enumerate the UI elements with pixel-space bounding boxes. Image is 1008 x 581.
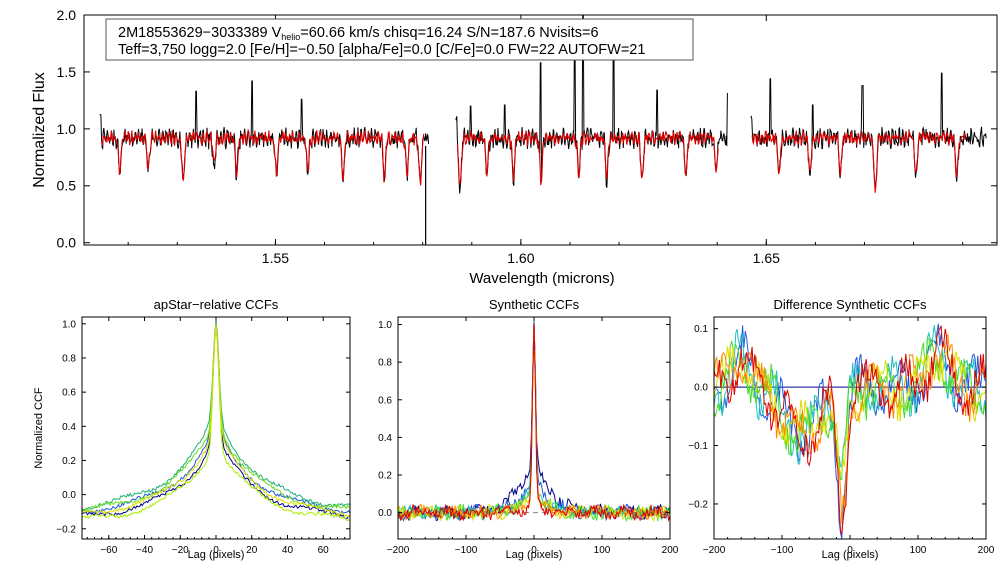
- spectrum-x-tick-label: 1.65: [753, 250, 780, 266]
- apstar-ccf-y-tick-label: 0.2: [62, 456, 76, 467]
- synthetic-ccf-title: Synthetic CCFs: [489, 297, 580, 312]
- difference-ccf-series-5: [713, 333, 987, 524]
- spectrum-y-tick-label: 1.0: [57, 121, 77, 137]
- annotation-line-2: Teff=3,750 logg=2.0 [Fe/H]=−0.50 [alpha/…: [118, 42, 645, 58]
- apstar-ccf-title: apStar−relative CCFs: [154, 297, 279, 312]
- difference-ccf-title: Difference Synthetic CCFs: [774, 297, 927, 312]
- synthetic-ccf-x-tick-label: 0: [531, 545, 537, 556]
- apstar-ccf-x-tick-label: −60: [100, 545, 117, 556]
- model-spectrum-segment-2: [456, 129, 719, 186]
- annotation-stats: =60.66 km/s chisq=16.24 S/N=187.6 Nvisit…: [300, 25, 598, 41]
- difference-ccf-y-tick-label: 0.1: [694, 324, 708, 335]
- synthetic-ccf-series-1: [397, 321, 671, 522]
- synthetic-ccf-y-tick-label: 0.8: [378, 358, 392, 369]
- synthetic-ccf-y-tick-label: 0.4: [378, 433, 392, 444]
- difference-ccf-y-tick-label: −0.1: [688, 441, 708, 452]
- synthetic-ccf-panel: −200 −100 0 100 200 0.0 0.2 0.4 0.6 0.8 1.0 Synthe…: [378, 297, 679, 561]
- difference-ccf-series-4: [713, 346, 987, 476]
- observed-spectrum-segment-3: [750, 72, 987, 190]
- apstar-ccf-y-tick-label: −0.2: [56, 524, 76, 535]
- synthetic-ccf-x-tick-label: 200: [662, 545, 679, 556]
- difference-ccf-x-tick-label: −200: [703, 545, 726, 556]
- apstar-ccf-lines: [81, 321, 351, 522]
- apstar-ccf-y-tick-label: 0.4: [62, 422, 76, 433]
- apstar-ccf-series-3: [81, 322, 351, 511]
- difference-ccf-panel: −200 −100 0 100 200 −0.2 −0.1 0.0 0.1 Difference…: [688, 297, 995, 561]
- spectrum-y-tick-label: 1.5: [57, 64, 77, 80]
- apstar-ccf-series-5: [81, 326, 351, 522]
- difference-ccf-y-tick-label: −0.2: [688, 499, 708, 510]
- apstar-ccf-series-2: [81, 321, 351, 514]
- spectrum-y-tick-label: 0.5: [57, 178, 77, 194]
- difference-ccf-x-tick-label: 100: [910, 545, 927, 556]
- difference-ccf-x-tick-label: −100: [771, 545, 794, 556]
- annotation-star-id: 2M18553629−3033389 V: [118, 25, 282, 41]
- spectrum-x-axis-label: Wavelength (microns): [469, 270, 614, 287]
- spectrum-x-tick-label: 1.55: [262, 250, 289, 266]
- spectrum-y-tick-label: 0.0: [57, 235, 77, 251]
- difference-ccf-x-label: Lag (pixels): [822, 549, 879, 561]
- annotation-box: [105, 18, 694, 61]
- apstar-ccf-y-tick-label: 0.0: [62, 490, 76, 501]
- difference-ccf-series-6: [713, 325, 987, 536]
- synthetic-ccf-ticks: −200 −100 0 100 200 0.0 0.2 0.4 0.6 0.8 1.0: [378, 317, 679, 556]
- synthetic-ccf-x-tick-label: 100: [594, 545, 611, 556]
- difference-ccf-x-tick-label: 0: [847, 545, 853, 556]
- difference-ccf-ticks: −200 −100 0 100 200 −0.2 −0.1 0.0 0.1: [688, 317, 995, 556]
- spectrum-x-tick-label: 1.60: [507, 250, 534, 266]
- apstar-ccf-series-4: [81, 325, 351, 513]
- model-spectrum-segment-1: [101, 129, 425, 186]
- apstar-ccf-x-label: Lag (pixels): [188, 549, 245, 561]
- apstar-ccf-y-label: Normalized CCF: [33, 387, 45, 469]
- synthetic-ccf-x-tick-label: −200: [387, 545, 410, 556]
- observed-spectrum-segment-1: [99, 80, 430, 183]
- synthetic-ccf-y-tick-label: 1.0: [378, 320, 392, 331]
- spectrum-y-axis-label: Normalized Flux: [31, 72, 48, 188]
- spectrum-lines: [99, 15, 987, 245]
- synthetic-ccf-series-5: [397, 326, 671, 523]
- synthetic-ccf-series-2: [397, 319, 671, 523]
- apstar-ccf-x-tick-label: −40: [136, 545, 153, 556]
- synthetic-ccf-series-7: [397, 322, 671, 522]
- apstar-ccf-x-tick-label: 20: [246, 545, 258, 556]
- apstar-ccf-series-6: [81, 323, 351, 518]
- synthetic-ccf-y-tick-label: 0.0: [378, 508, 392, 519]
- apstar-ccf-x-tick-label: 0: [213, 545, 219, 556]
- apstar-ccf-y-tick-label: 0.6: [62, 388, 76, 399]
- annotation-line-1: 2M18553629−3033389 Vhelio=60.66 km/s chi…: [118, 25, 599, 42]
- annotation-subscript: helio: [281, 32, 300, 42]
- apstar-ccf-ticks: −60 −40 −20 0 20 40 60 −0.2 0.0 0.2 0.4 0.6 0.8 1.0: [56, 317, 350, 556]
- spectrum-ticks: 1.55 1.60 1.65 0.0 0.5 1.0 1.5 2.0: [57, 7, 997, 266]
- difference-ccf-x-tick-label: 200: [978, 545, 995, 556]
- apstar-ccf-x-tick-label: −20: [172, 545, 189, 556]
- synthetic-ccf-series-4: [397, 325, 671, 522]
- difference-ccf-y-tick-label: 0.0: [694, 383, 708, 394]
- synthetic-ccf-series-3: [397, 321, 671, 521]
- apstar-ccf-x-tick-label: 40: [282, 545, 294, 556]
- synthetic-ccf-y-tick-label: 0.2: [378, 471, 392, 482]
- apstar-ccf-series-1: [81, 323, 351, 520]
- synthetic-ccf-x-label: Lag (pixels): [506, 549, 563, 561]
- model-spectrum-segment-3: [751, 129, 966, 193]
- difference-ccf-lines: [713, 323, 987, 539]
- spectrum-y-tick-label: 2.0: [57, 7, 77, 23]
- spectrum-plot-frame: [83, 14, 998, 246]
- synthetic-ccf-y-tick-label: 0.6: [378, 395, 392, 406]
- synthetic-ccf-x-tick-label: −100: [455, 545, 478, 556]
- apstar-ccf-panel: −60 −40 −20 0 20 40 60 −0.2 0.0 0.2 0.4 0.6 0.8 1.0 a…: [33, 297, 351, 561]
- spectrum-panel: 1.55 1.60 1.65 0.0 0.5 1.0 1.5 2.0 2M18553629−3…: [31, 7, 998, 287]
- synthetic-ccf-lines: [397, 319, 671, 523]
- apstar-ccf-y-tick-label: 0.8: [62, 353, 76, 364]
- apstar-ccf-y-tick-label: 1.0: [62, 319, 76, 330]
- synthetic-ccf-series-6: [397, 324, 671, 521]
- synthetic-ccf-frame: [397, 316, 671, 540]
- apstar-ccf-x-tick-label: 60: [318, 545, 330, 556]
